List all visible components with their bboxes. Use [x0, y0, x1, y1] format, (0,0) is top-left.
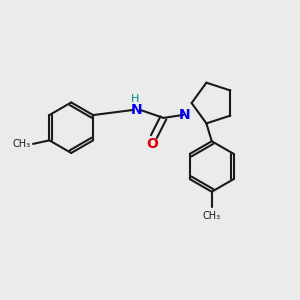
Text: H: H — [131, 94, 139, 103]
Text: N: N — [179, 108, 190, 122]
Text: N: N — [131, 103, 142, 117]
Text: CH₃: CH₃ — [13, 139, 31, 149]
Text: O: O — [146, 137, 158, 151]
Text: CH₃: CH₃ — [203, 211, 221, 221]
